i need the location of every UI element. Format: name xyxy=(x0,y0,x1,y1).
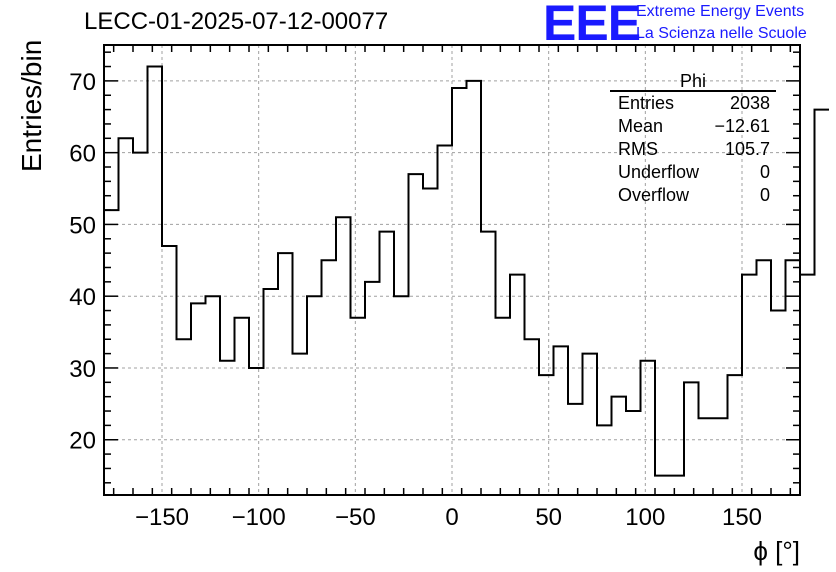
stats-value: 105.7 xyxy=(724,139,770,159)
stats-title: Phi xyxy=(610,72,776,92)
x-tick-labels: −150 −100 −50 0 50 100 150 xyxy=(135,504,762,531)
stats-label: Underflow xyxy=(618,162,700,182)
stats-label: Entries xyxy=(618,93,675,113)
x-tick-label: −50 xyxy=(335,504,376,531)
stats-value: −12.61 xyxy=(714,116,770,136)
x-tick-label: 50 xyxy=(535,504,562,531)
stats-row-mean: Mean −12.61 xyxy=(610,115,776,138)
histogram-line xyxy=(104,65,829,477)
y-tick-label: 70 xyxy=(69,69,96,96)
y-tick-label: 30 xyxy=(69,356,96,383)
stats-label: RMS xyxy=(618,139,658,159)
y-tick-label: 40 xyxy=(69,284,96,311)
y-tick-label: 50 xyxy=(69,212,96,239)
x-tick-label: 0 xyxy=(445,504,458,531)
x-tick-label: −150 xyxy=(135,504,189,531)
x-tick-label: −100 xyxy=(232,504,286,531)
stats-row-underflow: Underflow 0 xyxy=(610,161,776,184)
y-tick-label: 60 xyxy=(69,141,96,168)
x-tick-label: 150 xyxy=(722,504,762,531)
x-axis-label: ϕ [°] xyxy=(753,536,800,566)
stats-label: Overflow xyxy=(618,185,690,205)
stats-box: Phi Entries 2038 Mean −12.61 RMS 105.7 U… xyxy=(610,72,776,207)
stats-row-entries: Entries 2038 xyxy=(610,92,776,115)
logo-line-2: La Scienza nelle Scuole xyxy=(636,25,807,42)
x-tick-label: 100 xyxy=(625,504,665,531)
stats-row-rms: RMS 105.7 xyxy=(610,138,776,161)
y-tick-label: 20 xyxy=(69,428,96,455)
eee-logo: EEE xyxy=(543,0,641,51)
plot-frame xyxy=(103,44,801,496)
stats-value: 2038 xyxy=(729,93,770,113)
stats-label: Mean xyxy=(618,116,664,136)
stats-value: 0 xyxy=(759,185,770,205)
axis-ticks xyxy=(104,45,800,495)
logo-line-1: Extreme Energy Events xyxy=(636,3,805,20)
y-tick-labels: 20 30 40 50 60 70 xyxy=(69,69,96,455)
stats-row-overflow: Overflow 0 xyxy=(610,184,776,207)
stats-value: 0 xyxy=(759,162,770,182)
y-axis-label: Entries/bin xyxy=(16,39,47,172)
run-title: LECC-01-2025-07-12-00077 xyxy=(84,8,389,35)
